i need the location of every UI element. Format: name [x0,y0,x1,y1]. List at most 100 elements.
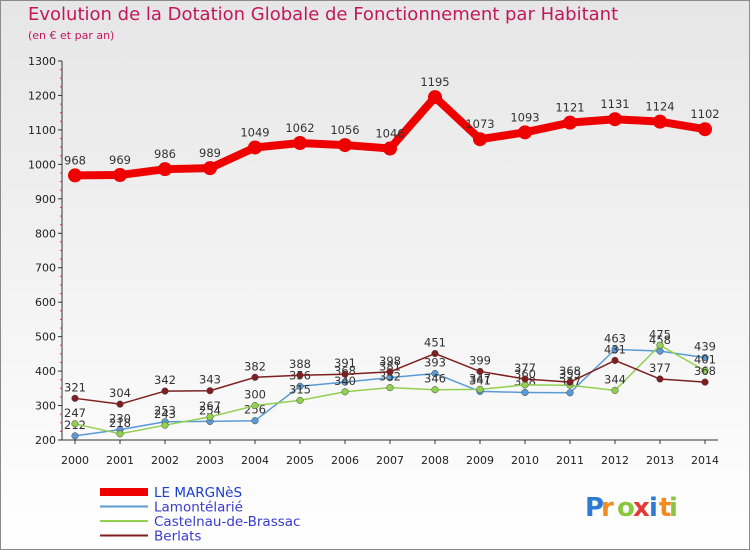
legend-label: Lamontélarié [154,500,243,516]
data-point [608,112,622,127]
data-label: 343 [199,373,221,387]
data-label: 253 [154,404,176,418]
data-label: 463 [604,331,626,345]
data-label: 1073 [465,117,494,131]
data-label: 1056 [330,123,359,137]
data-point [341,378,349,386]
data-label: 352 [379,370,401,384]
data-label: 304 [109,386,131,400]
data-point [656,375,664,383]
data-label: 439 [694,340,716,354]
x-tick-label: 2008 [421,454,449,467]
data-label: 377 [649,361,671,375]
data-label: 1131 [600,97,629,111]
data-point [71,432,79,440]
data-point [653,114,667,129]
data-point [113,168,127,183]
data-point [116,400,124,408]
data-label: 218 [109,416,131,430]
data-label: 458 [649,333,671,347]
legend-label: Berlats [154,529,201,545]
x-tick-label: 2004 [241,454,269,467]
brand-logo-letter: o [617,493,635,523]
data-point [431,386,439,394]
y-tick-label: 300 [35,400,56,413]
data-label: 344 [604,372,626,386]
data-point [248,140,262,155]
data-label: 368 [559,364,581,378]
data-label: 986 [154,147,176,161]
data-point [611,386,619,394]
data-label: 398 [379,354,401,368]
data-label: 340 [334,374,356,388]
x-tick-label: 2009 [466,454,494,467]
data-point [383,141,397,156]
data-point [656,341,664,349]
data-point [296,396,304,404]
data-point [71,420,79,428]
data-label: 347 [469,371,491,385]
x-tick-label: 2011 [556,454,584,467]
data-label: 475 [649,327,671,341]
data-point [701,378,709,386]
data-point [386,384,394,392]
data-label: 1062 [285,121,314,135]
y-tick-label: 200 [35,434,56,447]
data-point [296,382,304,390]
data-label: 969 [109,153,131,167]
data-label: 300 [244,388,266,402]
data-label: 401 [694,353,716,367]
y-tick-label: 1200 [28,89,56,102]
data-point [701,354,709,362]
x-tick-label: 2014 [691,454,719,467]
brand-logo-letter: P [585,493,604,523]
data-label: 247 [64,406,86,420]
data-point [206,387,214,395]
x-tick-label: 2005 [286,454,314,467]
data-point [518,125,532,140]
data-label: 254 [199,403,221,417]
data-point [206,413,214,421]
data-point [698,122,712,137]
data-point [338,138,352,153]
data-point [203,161,217,176]
chart-subtitle: (en € et par an) [28,29,115,42]
data-label: 1046 [375,127,404,141]
data-label: 377 [514,361,536,375]
data-label: 968 [64,153,86,167]
y-tick-label: 700 [35,262,56,275]
brand-logo-letter: i [669,493,678,523]
data-point [566,389,574,397]
data-label: 321 [64,380,86,394]
data-label: 1124 [645,100,674,114]
data-point [476,385,484,393]
data-point [431,369,439,378]
data-point [473,132,487,147]
y-tick-label: 1000 [28,158,56,171]
data-label: 1102 [690,107,719,121]
data-point [293,136,307,151]
data-point [521,388,529,397]
x-tick-label: 2003 [196,454,224,467]
y-tick-label: 400 [35,365,56,378]
data-point [158,162,172,177]
data-point [611,356,619,364]
data-label: 388 [289,357,311,371]
data-point [161,387,169,395]
data-label: 359 [559,367,581,381]
data-point [161,421,169,429]
data-label: 315 [289,382,311,396]
data-label: 1049 [240,125,269,139]
data-label: 989 [199,146,221,160]
brand-logo-letter: r [601,493,614,523]
data-label: 393 [424,356,446,370]
data-point [563,115,577,130]
x-tick-label: 2012 [601,454,629,467]
brand-logo-letter: t [659,493,671,523]
data-point [116,430,124,438]
data-label: 341 [469,373,491,387]
data-label: 399 [469,353,491,367]
data-point [386,368,394,376]
y-tick-label: 600 [35,296,56,309]
